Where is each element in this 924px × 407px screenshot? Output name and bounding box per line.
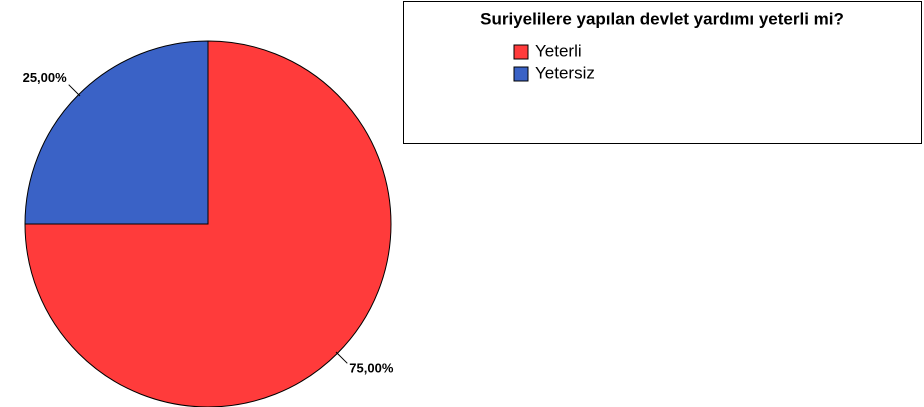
legend-label: Yetersiz [535, 63, 595, 82]
legend-swatch [513, 66, 529, 82]
legend-label: Yeterli [535, 41, 582, 60]
data-label: 25,00% [23, 70, 68, 85]
legend-swatch [513, 44, 529, 60]
chart-title: Suriyelilere yapılan devlet yardımı yete… [480, 9, 844, 28]
leader-line [335, 351, 348, 364]
legend-box [403, 1, 922, 144]
leader-line [68, 84, 81, 97]
data-label: 75,00% [349, 361, 394, 376]
pie-slice [24, 40, 209, 225]
